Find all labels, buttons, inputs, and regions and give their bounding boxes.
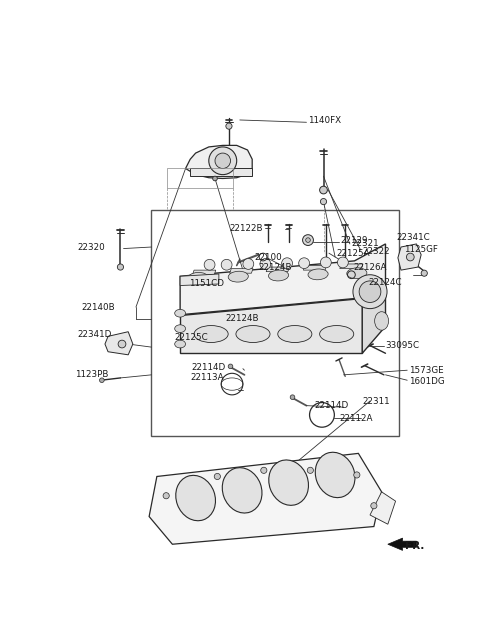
Circle shape (290, 395, 295, 399)
Bar (167, 169, 233, 188)
Text: 22122B: 22122B (229, 224, 263, 233)
Circle shape (337, 257, 348, 268)
Ellipse shape (347, 268, 367, 278)
Text: 22320: 22320 (77, 243, 105, 252)
Circle shape (299, 258, 310, 269)
Circle shape (213, 176, 217, 181)
Text: 22125C: 22125C (175, 333, 208, 342)
Text: 22341C: 22341C (396, 233, 430, 242)
Circle shape (215, 153, 230, 169)
Circle shape (282, 258, 292, 269)
Polygon shape (303, 266, 326, 270)
Text: 22124B: 22124B (258, 262, 292, 271)
Ellipse shape (308, 269, 328, 280)
Polygon shape (149, 453, 382, 544)
Polygon shape (230, 269, 253, 273)
Text: 22100: 22100 (254, 252, 282, 262)
Circle shape (118, 340, 126, 348)
Text: 22125A: 22125A (336, 249, 370, 257)
Polygon shape (340, 264, 363, 269)
Text: 22311: 22311 (362, 396, 390, 406)
Polygon shape (370, 492, 396, 524)
Ellipse shape (188, 273, 208, 283)
Text: 1140FX: 1140FX (308, 116, 341, 126)
Polygon shape (192, 270, 216, 275)
Text: 22341D: 22341D (77, 330, 111, 339)
Text: FR.: FR. (405, 541, 424, 551)
Circle shape (320, 186, 327, 194)
Text: 1601DG: 1601DG (409, 377, 444, 385)
Polygon shape (388, 538, 417, 550)
Circle shape (307, 467, 313, 474)
Circle shape (260, 259, 271, 269)
Ellipse shape (278, 326, 312, 342)
Text: 22124C: 22124C (369, 278, 402, 287)
Text: 22322: 22322 (362, 247, 390, 256)
Ellipse shape (236, 326, 270, 342)
Circle shape (117, 264, 123, 270)
Polygon shape (186, 145, 252, 179)
Ellipse shape (175, 325, 186, 332)
Circle shape (261, 467, 267, 474)
Circle shape (221, 259, 232, 270)
Circle shape (354, 472, 360, 478)
Text: 22140B: 22140B (82, 302, 115, 311)
Circle shape (353, 275, 387, 309)
Circle shape (99, 378, 104, 382)
Ellipse shape (222, 468, 262, 513)
Circle shape (371, 503, 377, 509)
Text: 1151CD: 1151CD (189, 280, 224, 288)
Text: 22126A: 22126A (353, 262, 386, 271)
Circle shape (302, 235, 313, 245)
Polygon shape (362, 284, 385, 353)
Text: 22124B: 22124B (226, 314, 259, 323)
Polygon shape (180, 298, 362, 353)
Text: 22114D: 22114D (314, 401, 348, 410)
Circle shape (209, 147, 237, 174)
Circle shape (243, 259, 254, 269)
Circle shape (321, 198, 326, 205)
Text: 22113A: 22113A (190, 373, 224, 382)
Polygon shape (266, 267, 289, 271)
Ellipse shape (194, 326, 228, 342)
Circle shape (163, 493, 169, 499)
Ellipse shape (228, 271, 248, 282)
Ellipse shape (315, 452, 355, 498)
Circle shape (214, 474, 220, 479)
Circle shape (321, 257, 331, 268)
Ellipse shape (176, 476, 216, 521)
Polygon shape (180, 244, 385, 314)
Circle shape (407, 253, 414, 261)
Ellipse shape (175, 309, 186, 317)
Text: 1573GE: 1573GE (409, 366, 444, 375)
Circle shape (226, 123, 232, 129)
Circle shape (306, 238, 311, 242)
Text: 22114D: 22114D (192, 363, 226, 372)
Text: 22321: 22321 (351, 240, 379, 249)
Circle shape (228, 364, 233, 369)
Text: 1125GF: 1125GF (404, 245, 438, 254)
Circle shape (204, 259, 215, 270)
Ellipse shape (320, 326, 354, 342)
Polygon shape (105, 332, 133, 355)
Polygon shape (180, 274, 219, 285)
Polygon shape (398, 244, 421, 270)
Text: 22112A: 22112A (339, 414, 372, 424)
Text: 33095C: 33095C (385, 341, 420, 350)
Polygon shape (190, 169, 252, 176)
Ellipse shape (268, 270, 288, 281)
Circle shape (421, 270, 427, 276)
Bar (152, 210, 399, 436)
Ellipse shape (175, 340, 186, 348)
Ellipse shape (269, 460, 309, 505)
Text: 1123PB: 1123PB (75, 370, 109, 379)
Circle shape (359, 281, 381, 302)
Ellipse shape (375, 312, 389, 330)
Text: 22129: 22129 (340, 236, 368, 245)
